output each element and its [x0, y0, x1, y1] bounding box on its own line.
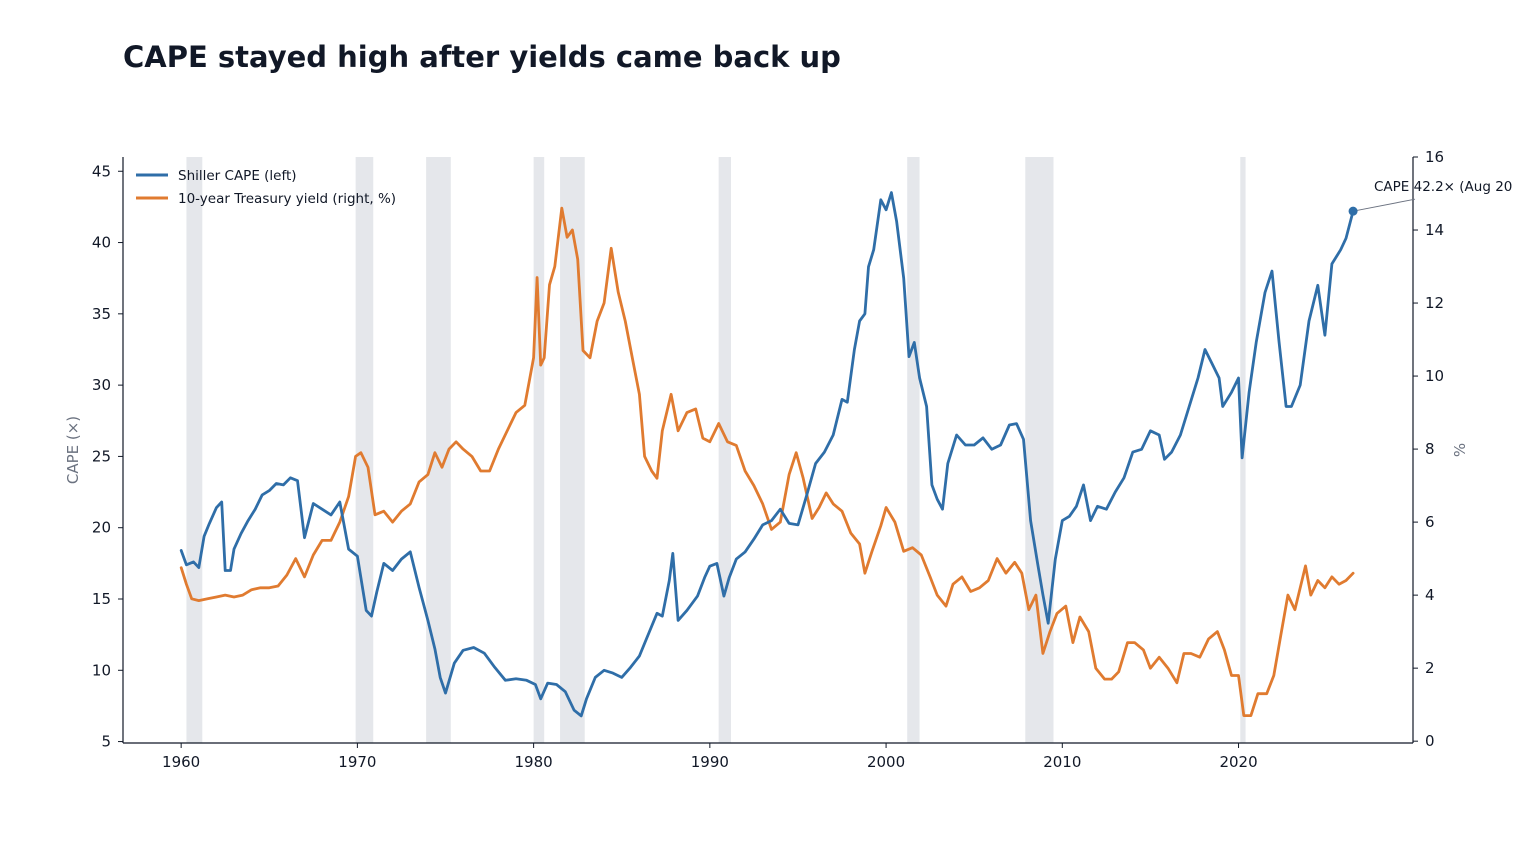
x-tick-label: 2010 [1043, 753, 1081, 771]
recession-band-3 [533, 157, 545, 743]
y-left-tick-label: 35 [92, 305, 111, 323]
y-left-tick-label: 10 [92, 661, 111, 679]
recession-band-6 [907, 157, 920, 743]
annotation-leader [1352, 198, 1416, 212]
annotation-label: CAPE 42.2× (Aug 20 [1374, 179, 1512, 195]
y-right-tick-label: 16 [1425, 148, 1444, 166]
latest-value-annotation: CAPE 42.2× (Aug 20 [1348, 179, 1512, 216]
y-right-tick-label: 2 [1425, 659, 1435, 677]
tick-marks: 1960 1970 1980 1990 2000 2010 2020510152025303… [92, 148, 1444, 771]
y-right-tick-label: 8 [1425, 440, 1435, 458]
series-lines [179, 191, 1355, 718]
recession-band-1 [355, 157, 374, 743]
x-tick-label: 2000 [867, 753, 905, 771]
x-tick-label: 2020 [1219, 753, 1257, 771]
x-tick-label: 1970 [338, 753, 376, 771]
chart-title: CAPE stayed high after yields came back … [123, 40, 841, 74]
y-right-tick-label: 4 [1425, 586, 1435, 604]
y-left-tick-label: 40 [92, 234, 111, 252]
recession-band-2 [426, 157, 451, 743]
y-axis-right-title: % [1451, 443, 1469, 457]
recession-band-7 [1025, 157, 1054, 743]
recession-band-0 [186, 157, 203, 743]
latest-point-marker [1348, 206, 1358, 216]
y-left-tick-label: 45 [92, 162, 111, 180]
y-left-tick-label: 5 [101, 733, 111, 751]
legend-label-cape: Shiller CAPE (left) [178, 168, 297, 184]
yield-series-line [179, 206, 1355, 717]
y-right-tick-label: 6 [1425, 513, 1435, 531]
y-right-tick-label: 0 [1425, 732, 1435, 750]
y-right-tick-label: 14 [1425, 221, 1444, 239]
recession-bands [186, 157, 1246, 743]
x-tick-label: 1980 [515, 753, 553, 771]
y-left-tick-label: 25 [92, 447, 111, 465]
y-axis-left-title: CAPE (×) [64, 416, 82, 484]
y-right-tick-label: 12 [1425, 294, 1444, 312]
cape-series-line [179, 191, 1355, 718]
y-right-tick-label: 10 [1425, 367, 1444, 385]
x-tick-label: 1960 [162, 753, 200, 771]
axes [122, 157, 1414, 744]
y-left-tick-label: 20 [92, 519, 111, 537]
legend: Shiller CAPE (left) 10-year Treasury yie… [136, 168, 396, 207]
legend-label-yield: 10-year Treasury yield (right, %) [178, 191, 396, 207]
recession-band-4 [560, 157, 585, 743]
y-left-tick-label: 30 [92, 376, 111, 394]
recession-band-5 [718, 157, 731, 743]
y-left-tick-label: 15 [92, 590, 111, 608]
x-tick-label: 1990 [691, 753, 729, 771]
